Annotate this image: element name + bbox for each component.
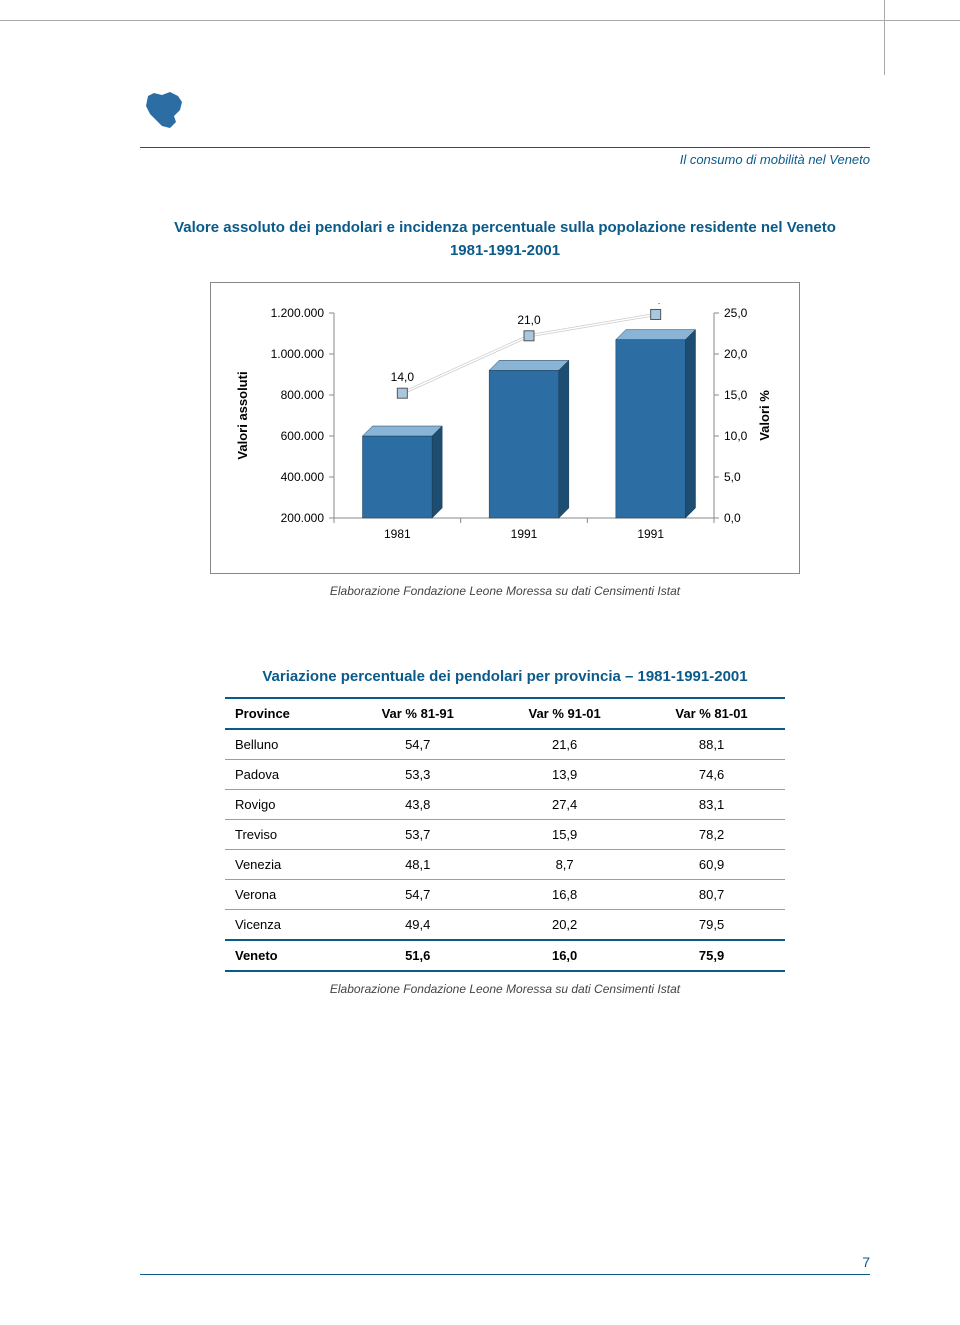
cell-total-value: 16,0	[491, 940, 638, 971]
table-row: Venezia48,18,760,9	[225, 850, 785, 880]
chart-title: Valore assoluto dei pendolari e incidenz…	[140, 217, 870, 262]
cell-value: 80,7	[638, 880, 785, 910]
cell-total-value: 75,9	[638, 940, 785, 971]
right-ruler	[884, 0, 885, 75]
cell-province: Verona	[225, 880, 344, 910]
cell-value: 21,6	[491, 729, 638, 760]
cell-value: 88,1	[638, 729, 785, 760]
top-ruler	[0, 20, 960, 21]
chart-title-line1: Valore assoluto dei pendolari e incidenz…	[174, 219, 836, 236]
cell-province: Belluno	[225, 729, 344, 760]
svg-text:1981: 1981	[384, 527, 411, 541]
cell-value: 79,5	[638, 910, 785, 941]
cell-value: 16,8	[491, 880, 638, 910]
svg-text:5,0: 5,0	[724, 470, 741, 484]
table-header-row: Province Var % 81-91 Var % 91-01 Var % 8…	[225, 698, 785, 729]
svg-text:1.000.000: 1.000.000	[271, 347, 325, 361]
svg-text:1991: 1991	[511, 527, 538, 541]
page-content: Il consumo di mobilità nel Veneto Valore…	[140, 90, 870, 996]
cell-province: Venezia	[225, 850, 344, 880]
col-province: Province	[225, 698, 344, 729]
table-row: Vicenza49,420,279,5	[225, 910, 785, 941]
cell-province: Padova	[225, 760, 344, 790]
svg-text:25,0: 25,0	[724, 306, 748, 320]
cell-value: 53,7	[344, 820, 491, 850]
cell-value: 53,3	[344, 760, 491, 790]
combo-chart: 200.000 400.000 600.000 800.000 1.000.000 1.2…	[229, 303, 783, 563]
svg-text:Valori %: Valori %	[757, 390, 772, 441]
cell-value: 20,2	[491, 910, 638, 941]
table-caption: Elaborazione Fondazione Leone Moressa su…	[140, 982, 870, 996]
table-title: Variazione percentuale dei pendolari per…	[140, 668, 870, 685]
cell-value: 60,9	[638, 850, 785, 880]
svg-text:Valori assoluti: Valori assoluti	[235, 371, 250, 459]
cell-province: Vicenza	[225, 910, 344, 941]
table-row: Belluno54,721,688,1	[225, 729, 785, 760]
chart-caption: Elaborazione Fondazione Leone Moressa su…	[140, 584, 870, 598]
cell-value: 48,1	[344, 850, 491, 880]
page-number: 7	[862, 1254, 870, 1270]
cell-value: 54,7	[344, 880, 491, 910]
svg-text:21,0: 21,0	[517, 313, 541, 327]
footer-line	[140, 1274, 870, 1275]
col-var-81-01: Var % 81-01	[638, 698, 785, 729]
cell-value: 27,4	[491, 790, 638, 820]
cell-province: Treviso	[225, 820, 344, 850]
svg-text:23,6: 23,6	[644, 303, 668, 305]
cell-total-value: 51,6	[344, 940, 491, 971]
svg-text:1991: 1991	[637, 527, 664, 541]
svg-text:600.000: 600.000	[281, 429, 325, 443]
cell-value: 8,7	[491, 850, 638, 880]
cell-value: 83,1	[638, 790, 785, 820]
cell-province: Rovigo	[225, 790, 344, 820]
svg-text:1.200.000: 1.200.000	[271, 306, 325, 320]
table-total-row: Veneto51,616,075,9	[225, 940, 785, 971]
table-row: Treviso53,715,978,2	[225, 820, 785, 850]
svg-text:14,0: 14,0	[391, 370, 415, 384]
table-row: Verona54,716,880,7	[225, 880, 785, 910]
cell-value: 13,9	[491, 760, 638, 790]
cell-value: 49,4	[344, 910, 491, 941]
cell-value: 74,6	[638, 760, 785, 790]
svg-text:0,0: 0,0	[724, 511, 741, 525]
table-row: Rovigo43,827,483,1	[225, 790, 785, 820]
svg-text:10,0: 10,0	[724, 429, 748, 443]
section-header: Il consumo di mobilità nel Veneto	[140, 147, 870, 167]
col-var-91-01: Var % 91-01	[491, 698, 638, 729]
svg-text:20,0: 20,0	[724, 347, 748, 361]
chart-title-line2: 1981-1991-2001	[450, 242, 560, 259]
cell-value: 54,7	[344, 729, 491, 760]
veneto-logo-icon	[140, 90, 870, 137]
svg-text:200.000: 200.000	[281, 511, 325, 525]
svg-text:400.000: 400.000	[281, 470, 325, 484]
cell-value: 15,9	[491, 820, 638, 850]
svg-text:800.000: 800.000	[281, 388, 325, 402]
cell-value: 43,8	[344, 790, 491, 820]
chart-container: 200.000 400.000 600.000 800.000 1.000.000 1.2…	[210, 282, 800, 574]
cell-total-label: Veneto	[225, 940, 344, 971]
svg-text:15,0: 15,0	[724, 388, 748, 402]
province-table: Province Var % 81-91 Var % 91-01 Var % 8…	[225, 697, 785, 972]
cell-value: 78,2	[638, 820, 785, 850]
col-var-81-91: Var % 81-91	[344, 698, 491, 729]
table-row: Padova53,313,974,6	[225, 760, 785, 790]
